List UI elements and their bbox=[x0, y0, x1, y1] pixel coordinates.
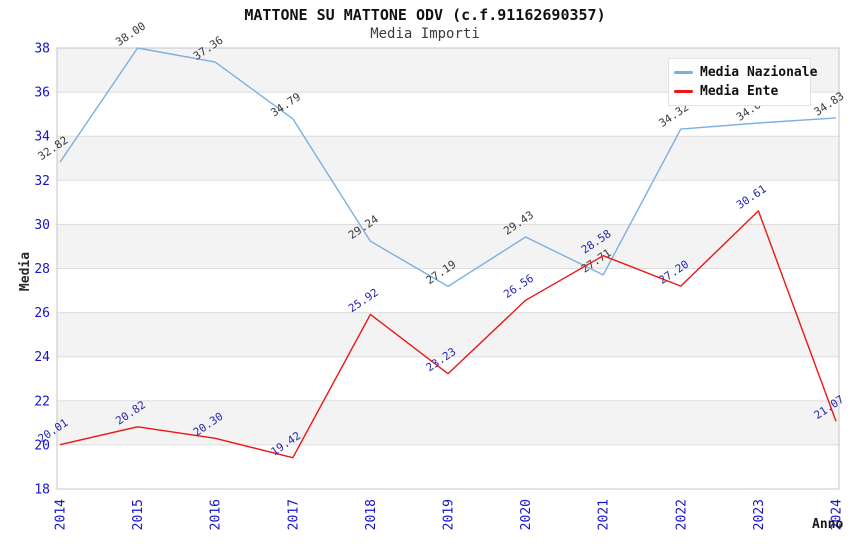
legend-swatch-blue-line-icon bbox=[674, 71, 693, 74]
svg-text:22: 22 bbox=[34, 394, 50, 409]
x-axis-title: Anno bbox=[812, 517, 844, 532]
svg-text:2017: 2017 bbox=[286, 499, 301, 530]
svg-text:38.00: 38.00 bbox=[113, 19, 148, 48]
svg-text:24: 24 bbox=[34, 350, 50, 365]
legend-swatch-red-line-icon bbox=[674, 90, 693, 93]
svg-text:26: 26 bbox=[34, 306, 50, 321]
svg-text:2024: 2024 bbox=[830, 499, 845, 530]
svg-text:20: 20 bbox=[34, 438, 50, 453]
svg-text:36: 36 bbox=[34, 86, 50, 101]
svg-text:2015: 2015 bbox=[131, 499, 146, 530]
legend-label: Media Nazionale bbox=[700, 65, 818, 80]
legend-item-media-ente: Media Ente bbox=[674, 82, 808, 101]
svg-text:30: 30 bbox=[34, 218, 50, 233]
legend-item-media-nazionale: Media Nazionale bbox=[674, 63, 817, 82]
svg-text:32: 32 bbox=[34, 174, 50, 189]
svg-text:2020: 2020 bbox=[519, 499, 534, 530]
series-line-media-nazionale bbox=[59, 47, 837, 288]
svg-text:2021: 2021 bbox=[597, 499, 612, 530]
series-line-media-ente bbox=[59, 210, 837, 459]
y-axis-tick-labels: 38 36 34 32 30 28 26 24 22 20 18 bbox=[34, 42, 50, 498]
y-axis-title: Media bbox=[18, 251, 34, 292]
svg-text:2023: 2023 bbox=[752, 499, 767, 530]
chart-title: MATTONE SU MATTONE ODV (c.f.91162690357) bbox=[244, 6, 606, 24]
legend-label: Media Ente bbox=[700, 84, 779, 99]
svg-text:18: 18 bbox=[34, 483, 50, 498]
svg-text:38: 38 bbox=[34, 42, 50, 57]
svg-text:2019: 2019 bbox=[442, 499, 457, 530]
svg-text:2016: 2016 bbox=[209, 499, 224, 530]
svg-text:28: 28 bbox=[34, 262, 50, 277]
x-axis-tick-labels: 2014 2015 2016 2017 2018 2019 2020 2021 2022 2023… bbox=[54, 499, 845, 530]
plot-stripes bbox=[57, 48, 839, 489]
legend: Media Nazionale Media Ente bbox=[668, 58, 817, 106]
svg-text:2014: 2014 bbox=[54, 499, 69, 530]
svg-text:2018: 2018 bbox=[364, 499, 379, 530]
chart-subtitle: Media Importi bbox=[370, 26, 480, 42]
svg-text:2022: 2022 bbox=[674, 499, 689, 530]
svg-text:34: 34 bbox=[34, 130, 50, 145]
plot-border bbox=[56, 47, 840, 490]
